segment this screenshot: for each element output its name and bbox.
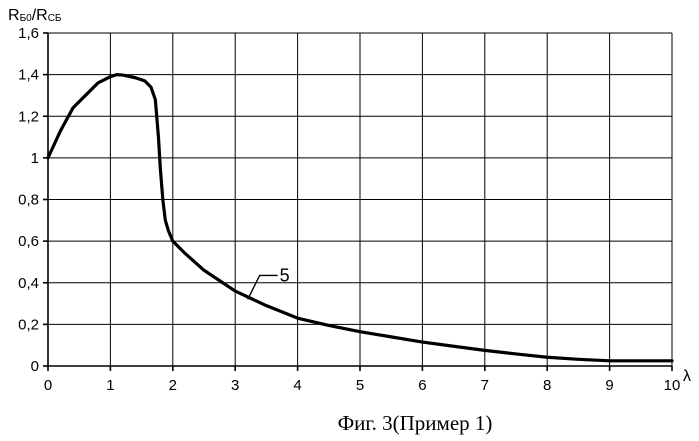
annotation-label: 5 xyxy=(280,265,290,285)
y-tick-label: 0 xyxy=(31,358,39,375)
figure-caption: Фиг. 3(Пример 1) xyxy=(338,411,493,435)
axes xyxy=(43,33,672,371)
y-tick-label: 0,6 xyxy=(18,233,39,250)
y-tick-label: 1,6 xyxy=(18,25,39,42)
y-tick-label: 1,2 xyxy=(18,108,39,125)
x-tick-label: 2 xyxy=(169,377,177,394)
tick-labels: 0 1 2 3 4 5 6 7 8 9 10 0 0,2 0,4 0,6 0,8 1 1,2 1,4 1,6 xyxy=(18,25,680,394)
grid xyxy=(48,33,672,366)
x-tick-label: 9 xyxy=(605,377,613,394)
annotation-leader-line xyxy=(248,275,278,299)
x-tick-label: 7 xyxy=(481,377,489,394)
x-tick-label: 4 xyxy=(293,377,301,394)
x-tick-label: 6 xyxy=(418,377,426,394)
x-tick-label: 8 xyxy=(543,377,551,394)
y-tick-label: 0,8 xyxy=(18,192,39,209)
y-tick-label: 1,4 xyxy=(18,67,39,84)
y-axis-label: RБ0/RСБ xyxy=(8,7,62,24)
x-tick-label: 10 xyxy=(664,377,681,394)
x-tick-label: 0 xyxy=(44,377,52,394)
x-tick-label: 5 xyxy=(356,377,364,394)
y-tick-label: 1 xyxy=(31,150,39,167)
x-tick-label: 3 xyxy=(231,377,239,394)
y-tick-label: 0,2 xyxy=(18,316,39,333)
y-tick-label: 0,4 xyxy=(18,275,39,292)
x-tick-label: 1 xyxy=(106,377,114,394)
x-axis-label: λ xyxy=(683,368,691,385)
